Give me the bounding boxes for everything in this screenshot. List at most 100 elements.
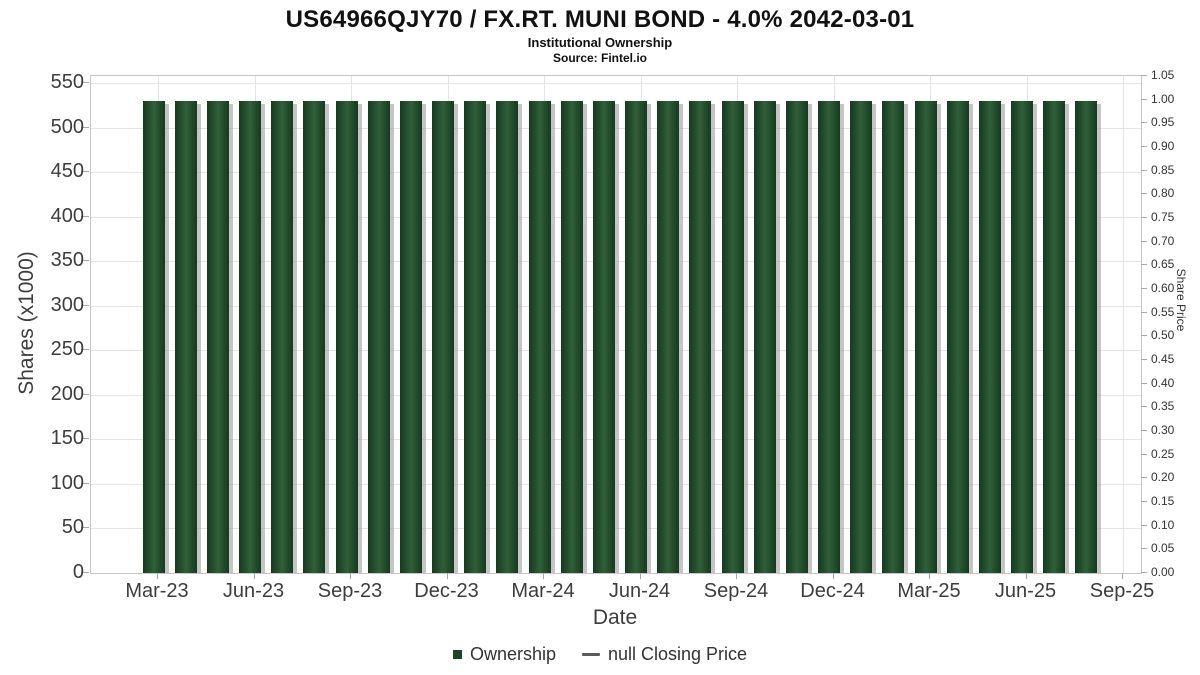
h-gridline (91, 350, 1141, 352)
x-axis-tick (253, 573, 255, 579)
h-gridline (91, 483, 1141, 485)
x-axis-tick (929, 573, 930, 579)
y-axis-tick-right (1141, 572, 1147, 573)
x-tick-label: Mar-23 (125, 580, 189, 602)
h-gridline (91, 528, 1141, 530)
y-tick-label-left: 250 (50, 338, 84, 361)
y-axis-tick-left (81, 304, 89, 306)
x-axis-tick (1122, 573, 1123, 579)
ownership-bar[interactable] (785, 100, 808, 573)
ownership-bar[interactable] (1075, 100, 1098, 573)
y-tick-label-left: 450 (50, 160, 84, 183)
ownership-bar[interactable] (367, 100, 390, 573)
h-gridline (91, 216, 1141, 218)
y-axis-tick-right (1141, 75, 1147, 76)
ownership-bar[interactable] (882, 100, 905, 573)
y-tick-label-right: 0.25 (1151, 446, 1175, 461)
y-axis-tick-left (81, 349, 89, 351)
x-axis-tick (157, 573, 158, 579)
y-tick-label-left: 300 (50, 293, 84, 316)
x-tick-label: Jun-23 (222, 580, 285, 602)
ownership-bar[interactable] (657, 100, 680, 573)
legend: Ownership null Closing Price (0, 644, 1200, 665)
x-axis-tick (543, 573, 544, 579)
ownership-bar[interactable] (721, 100, 744, 573)
h-gridline (91, 83, 1141, 84)
h-gridline (91, 439, 1141, 441)
y-tick-label-right: 0.50 (1151, 328, 1175, 343)
y-axis-tick-right (1141, 524, 1147, 526)
y-axis-tick-right (1141, 217, 1147, 218)
ownership-bar[interactable] (174, 100, 197, 573)
ownership-bar[interactable] (978, 100, 1001, 573)
ownership-bar[interactable] (560, 100, 583, 573)
x-axis-label: Date (592, 606, 638, 629)
ownership-bar[interactable] (1043, 100, 1066, 573)
y-axis-tick-left (81, 393, 89, 395)
y-tick-label-right: 1.05 (1151, 68, 1175, 82)
y-axis-tick-right (1141, 264, 1147, 266)
ownership-bar[interactable] (464, 100, 487, 573)
y-tick-label-left: 150 (50, 427, 84, 450)
ownership-bar[interactable] (914, 100, 937, 573)
chart-subtitle: Institutional Ownership (527, 35, 673, 50)
y-axis-tick-left (81, 438, 89, 440)
ownership-bar[interactable] (689, 100, 712, 573)
ownership-bar[interactable] (496, 100, 519, 573)
ownership-bar[interactable] (528, 100, 551, 573)
y-axis-tick-right (1141, 548, 1147, 550)
y-tick-label-right: 0.85 (1151, 162, 1175, 177)
y-axis-tick-left (81, 82, 89, 83)
ownership-bar[interactable] (399, 100, 422, 573)
legend-bar-swatch-icon (452, 650, 462, 659)
y-axis-tick-right (1141, 240, 1147, 242)
y-axis-tick-right (1141, 430, 1147, 431)
chart-title: US64966QJY70 / FX.RT. MUNI BOND - 4.0% 2… (285, 6, 915, 33)
y-axis-tick-right (1141, 382, 1147, 384)
y-tick-label-left: 500 (50, 115, 84, 138)
x-tick-label: Dec-24 (800, 580, 865, 602)
y-tick-label-right: 0.80 (1151, 186, 1175, 201)
y-tick-label-right: 0.70 (1151, 233, 1175, 248)
x-axis-tick (350, 573, 351, 579)
y-axis-tick-left (81, 482, 89, 484)
ownership-bar[interactable] (625, 100, 647, 573)
ownership-bar[interactable] (206, 100, 229, 573)
y-tick-label-left: 100 (50, 471, 84, 494)
y-axis-tick-left (81, 572, 89, 573)
x-tick-label: Mar-24 (511, 580, 575, 602)
plot-area (90, 75, 1142, 574)
legend-line-swatch-icon (581, 653, 600, 656)
y-tick-label-right: 1.00 (1151, 91, 1175, 106)
x-tick-label: Jun-25 (994, 580, 1057, 602)
y-tick-label-left: 400 (50, 204, 84, 227)
y-tick-label-right: 0.40 (1151, 375, 1175, 390)
ownership-bar[interactable] (432, 100, 454, 573)
ownership-bar[interactable] (335, 100, 358, 573)
y-tick-label-right: 0.35 (1151, 399, 1175, 414)
y-tick-label-right: 0.30 (1151, 423, 1175, 437)
ownership-bar[interactable] (753, 100, 776, 573)
y-tick-label-right: 0.90 (1151, 139, 1175, 153)
x-tick-label: Sep-24 (703, 580, 769, 602)
y-tick-label-left: 50 (61, 516, 84, 539)
ownership-bar[interactable] (271, 100, 294, 573)
y-axis-tick-right (1141, 406, 1147, 408)
ownership-bar[interactable] (303, 100, 326, 573)
ownership-bar[interactable] (142, 100, 165, 573)
chart-source: Source: Fintel.io (552, 51, 647, 65)
y-axis-tick-right (1141, 335, 1147, 337)
x-tick-label: Sep-25 (1089, 580, 1155, 602)
legend-item-closing-price[interactable]: null Closing Price (607, 644, 748, 664)
y-axis-tick-right (1141, 146, 1147, 147)
ownership-bar[interactable] (850, 100, 873, 573)
ownership-bar[interactable] (818, 100, 840, 573)
ownership-bar[interactable] (1011, 100, 1033, 573)
y-axis-tick-left (81, 260, 89, 262)
ownership-bar[interactable] (946, 100, 969, 573)
legend-item-ownership[interactable]: Ownership (469, 644, 556, 664)
x-axis-tick (736, 573, 737, 579)
ownership-bar[interactable] (239, 100, 261, 573)
ownership-bar[interactable] (592, 100, 615, 573)
